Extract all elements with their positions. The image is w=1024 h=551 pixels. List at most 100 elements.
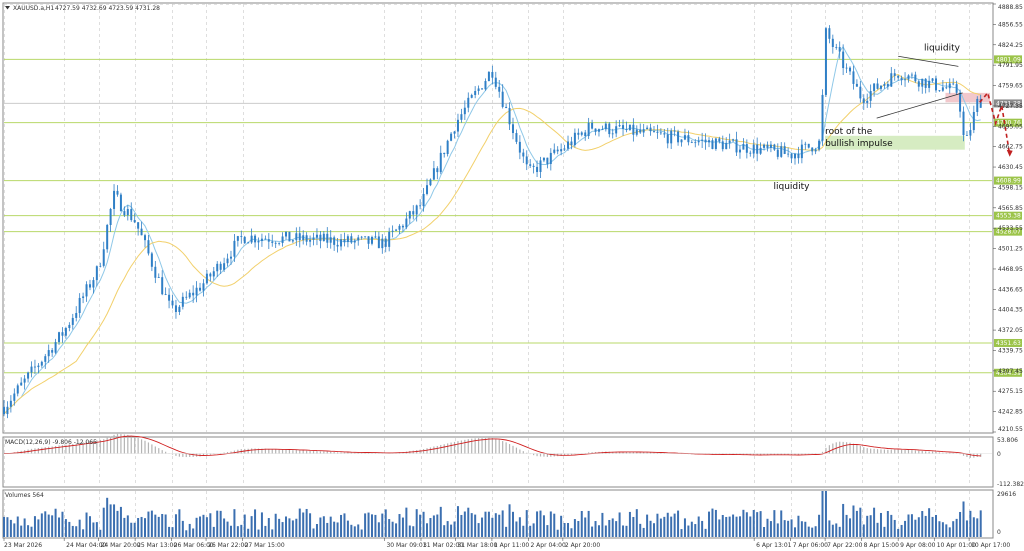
x-tick-label: 27 Mar 15:00 xyxy=(245,542,285,549)
volume-bar xyxy=(71,525,74,537)
x-tick-label: 31 Mar 02:00 xyxy=(423,542,463,549)
volume-bar xyxy=(315,524,318,537)
volume-bar xyxy=(501,510,504,537)
volume-bar xyxy=(233,509,236,537)
candle-body xyxy=(508,107,511,125)
candle-body xyxy=(44,356,47,362)
volume-bar xyxy=(835,523,838,537)
volume-bar xyxy=(567,522,570,537)
x-tick-label: 9 Apr 08:00 xyxy=(900,542,935,549)
candle-body xyxy=(340,239,343,247)
candle-body xyxy=(546,157,549,164)
price-axis: 4888.85 4856.55 4824.25 4791.95 4759.65 4727.… xyxy=(993,3,1023,433)
candle-body xyxy=(673,130,676,132)
candle-body xyxy=(309,239,312,242)
level-tag-bg xyxy=(994,118,1022,127)
candle-body xyxy=(886,83,889,87)
volume-bar xyxy=(398,514,401,537)
candle-body xyxy=(869,91,872,101)
volume-bar xyxy=(814,526,817,537)
candle-body xyxy=(278,242,281,244)
volume-bar xyxy=(790,519,793,537)
level-tag-bg xyxy=(994,368,1022,377)
candle-body xyxy=(429,179,432,186)
level-tag-bg xyxy=(994,338,1022,347)
volume-bar xyxy=(656,513,659,537)
volume-bar xyxy=(133,522,136,537)
y-tick-label: 4307.45 xyxy=(998,368,1023,375)
volume-min-label: 0 xyxy=(997,529,1001,536)
candle-body xyxy=(350,236,353,243)
candle-body xyxy=(694,142,697,144)
volume-bar xyxy=(260,512,263,537)
volume-bar xyxy=(353,526,356,537)
candle-body xyxy=(168,294,171,301)
volume-bar xyxy=(343,513,346,537)
volume-bar xyxy=(309,513,312,537)
volume-bar xyxy=(408,525,411,537)
volume-bar xyxy=(680,529,683,537)
candle-body xyxy=(697,140,700,143)
volume-bar xyxy=(329,516,332,537)
volume-bar xyxy=(890,514,893,537)
volume-bar xyxy=(199,516,202,537)
volume-bar xyxy=(229,525,232,537)
candle-body xyxy=(322,233,325,242)
candle-body xyxy=(522,152,525,157)
candle-body xyxy=(199,287,202,291)
y-tick-label: 4888.85 xyxy=(998,4,1023,11)
level-tag-text: 4608.99 xyxy=(996,178,1021,185)
volume-bar xyxy=(47,514,50,537)
candle-body xyxy=(61,332,64,336)
candle-body xyxy=(446,140,449,155)
collapse-arrow-icon[interactable] xyxy=(5,6,10,10)
candle-body xyxy=(64,328,67,336)
candle-body xyxy=(370,236,373,244)
volume-indicator xyxy=(3,491,982,537)
volume-bar xyxy=(106,497,109,537)
candle-body xyxy=(852,71,855,84)
y-tick-label: 4759.65 xyxy=(998,83,1023,90)
price-panel-frame xyxy=(2,2,994,434)
candle-body xyxy=(532,165,535,167)
volume-bar xyxy=(236,526,239,537)
candle-body xyxy=(759,147,762,154)
volume-bar xyxy=(573,519,576,537)
volume-bar xyxy=(873,507,876,537)
candle-body xyxy=(959,92,962,112)
volume-bar xyxy=(622,525,625,537)
volume-bar xyxy=(164,514,167,537)
volume-bar xyxy=(536,511,539,537)
volume-bar xyxy=(27,525,30,537)
volume-bar xyxy=(615,521,618,537)
candle-body xyxy=(333,237,336,245)
volume-bar xyxy=(955,518,958,537)
volume-bar xyxy=(498,514,501,537)
candle-body xyxy=(556,149,559,152)
candle-body xyxy=(164,294,167,295)
y-tick-label: 4468.95 xyxy=(998,266,1023,273)
candle-body xyxy=(51,350,54,353)
candle-body xyxy=(725,142,728,150)
candle-body xyxy=(965,135,968,136)
y-tick-label: 4791.95 xyxy=(998,62,1023,69)
candle-body xyxy=(422,193,425,207)
candle-body xyxy=(635,129,638,135)
volume-bar xyxy=(859,507,862,537)
volume-bar xyxy=(202,514,205,537)
volume-bar xyxy=(64,519,67,537)
volume-bar xyxy=(759,511,762,537)
candle-body xyxy=(756,144,759,154)
candle-body xyxy=(883,83,886,86)
volume-bar xyxy=(291,520,294,537)
candle-body xyxy=(597,129,600,132)
x-tick-label: 7 Apr 22:00 xyxy=(827,542,862,549)
volume-bar xyxy=(897,528,900,537)
volume-bar xyxy=(807,526,810,537)
annotation-root-line2: bullish impulse xyxy=(825,139,893,149)
candle-body xyxy=(690,142,693,144)
volume-bar xyxy=(78,519,81,537)
volume-bar xyxy=(205,517,208,537)
